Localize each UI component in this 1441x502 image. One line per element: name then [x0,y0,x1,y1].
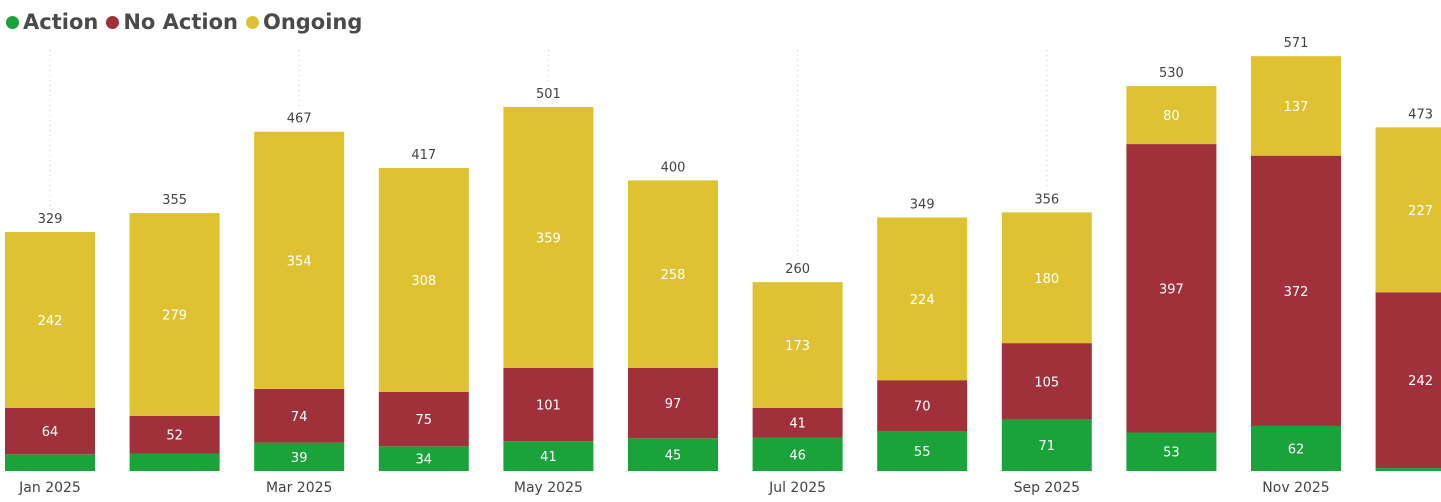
segment-data-label: 70 [914,400,931,415]
bar-segment[interactable] [752,437,843,471]
total-data-label: 400 [661,160,686,175]
segment-data-label: 39 [291,451,308,466]
bar-segment[interactable] [1126,144,1217,433]
legend-dot-no-action [106,15,120,29]
segment-data-label: 354 [287,254,312,269]
segment-data-label: 105 [1034,375,1059,390]
x-tick-label: Mar 2025 [266,480,333,496]
bar-segment[interactable] [1001,343,1092,420]
total-data-label: 501 [536,87,561,102]
bar-segment[interactable] [877,217,968,381]
total-data-label: 260 [785,262,810,277]
segment-data-label: 173 [785,339,810,354]
bar-segment[interactable] [1001,212,1092,344]
segment-data-label: 227 [1408,204,1433,219]
segment-data-label: 242 [1408,374,1433,389]
bar-segment[interactable] [1375,292,1441,469]
bar-segment[interactable] [752,282,843,408]
bar-segment[interactable] [1251,425,1341,471]
segment-data-label: 75 [416,413,433,428]
bar-segment[interactable] [5,407,95,455]
total-data-label: 356 [1034,192,1059,207]
segment-data-label: 180 [1034,272,1059,287]
segment-data-label: 64 [42,425,59,440]
bar-segment[interactable] [1001,419,1092,471]
x-tick-label: Jul 2025 [768,480,826,496]
bar-segment[interactable] [752,407,843,438]
x-tick-label: Nov 2025 [1262,480,1329,496]
bar-segment[interactable] [628,367,718,439]
legend-item-action[interactable]: Action [6,10,98,34]
bar-segment[interactable] [1375,127,1441,293]
segment-data-label: 45 [665,449,682,464]
legend: Action No Action Ongoing [6,6,370,38]
bar-segment[interactable] [1251,56,1341,156]
bar-segment[interactable] [378,391,469,447]
segment-data-label: 308 [411,274,436,289]
legend-label-no-action: No Action [123,10,238,34]
bar-segment[interactable] [5,231,95,408]
total-data-label: 473 [1408,107,1433,122]
segment-data-label: 74 [291,410,308,425]
total-data-label: 467 [287,112,312,127]
total-data-label: 571 [1284,36,1309,51]
bar-segment[interactable] [378,446,469,471]
bar-segment[interactable] [254,388,345,443]
segment-data-label: 397 [1159,282,1184,297]
legend-label-ongoing: Ongoing [262,10,363,34]
segment-data-label: 71 [1039,439,1056,454]
bar-segment[interactable] [503,441,594,471]
x-tick-label: Jan 2025 [18,480,81,496]
bar-segment[interactable] [378,168,469,392]
segment-data-label: 46 [789,448,806,463]
segment-data-label: 101 [536,399,561,414]
bar-segment[interactable] [628,180,718,368]
bar-segment[interactable] [877,380,968,432]
segment-data-label: 279 [162,308,187,323]
x-tick-label: May 2025 [514,480,583,496]
segment-data-label: 52 [166,429,183,444]
legend-item-no-action[interactable]: No Action [106,10,238,34]
segment-data-label: 41 [540,450,557,465]
x-tick-label: Sep 2025 [1014,480,1080,496]
segment-data-label: 372 [1284,285,1309,300]
legend-dot-action [6,15,19,29]
bar-segment[interactable] [877,431,968,471]
total-data-label: 355 [162,193,187,208]
bar-segment[interactable] [628,438,718,471]
segment-data-label: 224 [910,293,935,308]
segment-data-label: 62 [1288,442,1305,457]
total-data-label: 417 [411,148,436,163]
bar-segment[interactable] [1126,432,1217,471]
total-data-label: 530 [1159,66,1184,81]
segment-data-label: 137 [1284,100,1309,115]
legend-item-ongoing[interactable]: Ongoing [245,10,363,34]
bar-segment[interactable] [129,453,220,471]
segment-data-label: 53 [1163,446,1180,461]
bar-segment[interactable] [254,131,345,389]
segment-data-label: 359 [536,231,561,246]
bar-segment[interactable] [1126,85,1217,145]
total-data-label: 349 [910,197,935,212]
bar-segment[interactable] [5,454,95,471]
segment-data-label: 80 [1163,109,1180,124]
segment-data-label: 55 [914,445,931,460]
bar-segment[interactable] [254,442,345,471]
legend-dot-ongoing [245,15,259,29]
bar-segment[interactable] [503,107,594,368]
segment-data-label: 41 [789,417,806,432]
bar-segment[interactable] [1375,468,1441,471]
total-data-label: 329 [38,212,63,227]
segment-data-label: 34 [416,453,433,468]
segment-data-label: 97 [665,397,682,412]
bar-segment[interactable] [1251,155,1341,426]
segment-data-label: 258 [661,268,686,283]
bar-segment[interactable] [503,367,594,442]
legend-label-action: Action [23,10,99,34]
segment-data-label: 242 [38,314,63,329]
bar-segment[interactable] [129,415,220,454]
bar-segment[interactable] [129,213,220,416]
